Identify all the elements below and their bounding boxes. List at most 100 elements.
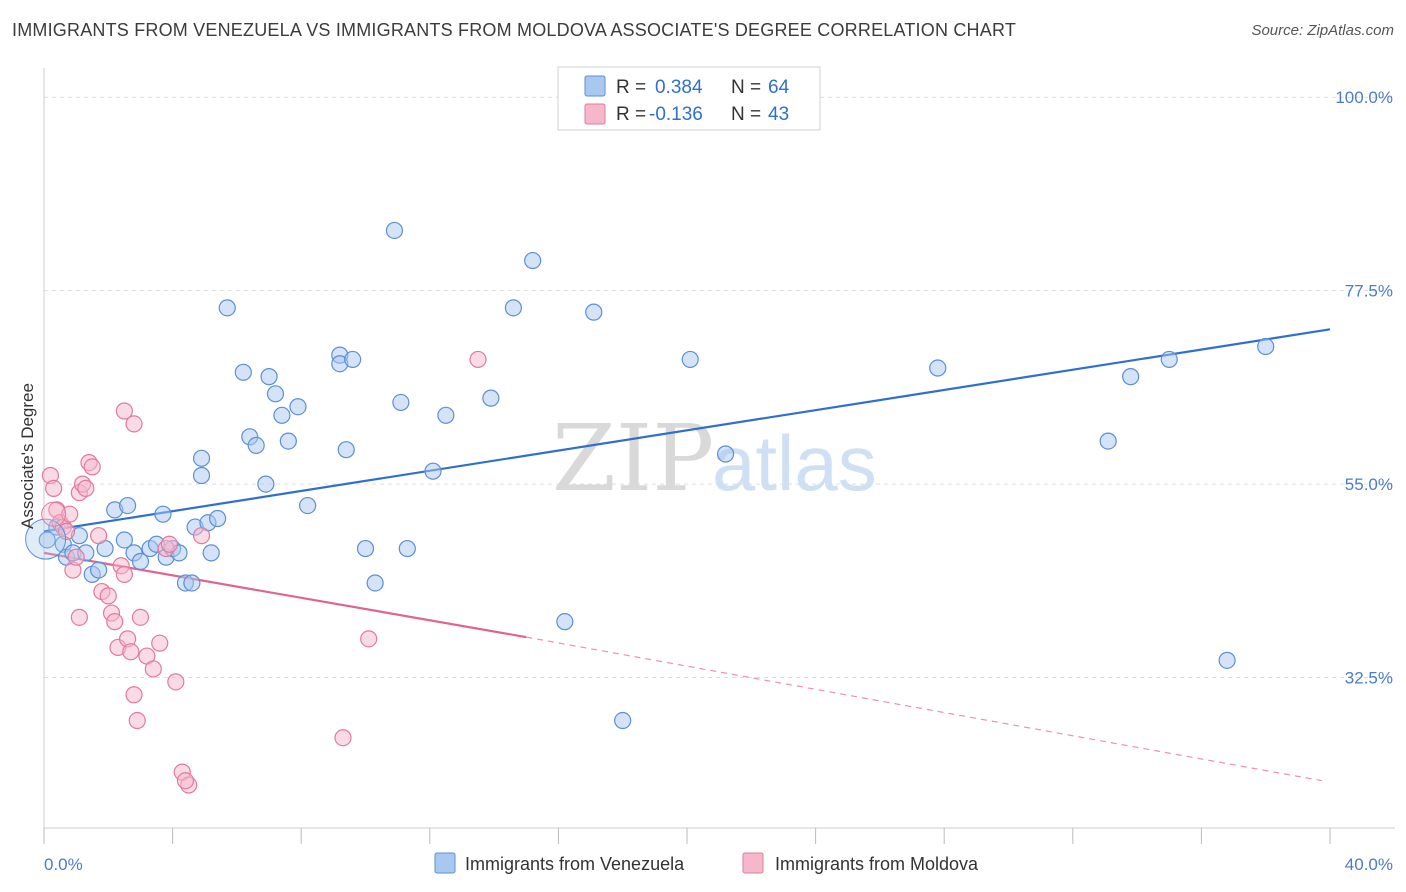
moldova-point: [176, 772, 195, 790]
venezuela-point: [1257, 337, 1275, 356]
legend-r-label-moldova: R =: [616, 104, 646, 125]
moldova-point: [67, 548, 85, 566]
moldova-point: [128, 711, 146, 730]
moldova-point: [151, 634, 169, 652]
moldova-point: [106, 613, 124, 631]
moldova-point: [360, 630, 378, 648]
venezuela-point: [504, 299, 522, 317]
watermark-zip: ZIP: [552, 405, 714, 512]
moldova-point: [334, 729, 352, 747]
venezuela-point: [131, 552, 150, 571]
gridlines: [44, 96, 1395, 679]
moldova-point: [192, 527, 211, 545]
moldova-point: [61, 505, 79, 523]
moldova-point: [99, 587, 117, 605]
chart-title: IMMIGRANTS FROM VENEZUELA VS IMMIGRANTS …: [12, 20, 1017, 40]
legend-n-value-moldova: 43: [768, 104, 789, 125]
venezuela-point: [356, 539, 375, 558]
venezuela-point: [202, 544, 220, 562]
legend-r-value-venezuela: 0.384: [655, 77, 703, 98]
moldova-point: [131, 608, 150, 626]
moldova-point: [83, 458, 101, 476]
venezuela-point: [1218, 651, 1236, 669]
venezuela-point: [398, 539, 416, 558]
bottom-legend-swatch-moldova: [742, 852, 764, 874]
venezuela-point: [1160, 350, 1178, 369]
trend-lines: [43, 328, 1331, 782]
x-tick-labels: 0.0% 40.0%: [44, 855, 1393, 874]
moldova-point: [144, 660, 162, 678]
venezuela-point: [183, 574, 201, 592]
venezuela-point: [716, 445, 735, 463]
y-tick-label: 55.0%: [1345, 475, 1393, 494]
venezuela-point: [366, 574, 384, 592]
moldova-point: [45, 479, 63, 497]
venezuela-point: [234, 363, 252, 381]
moldova-point: [125, 686, 143, 704]
venezuela-point: [192, 449, 211, 467]
data-points: [25, 221, 1275, 794]
x-tick-label: 40.0%: [1345, 855, 1393, 874]
moldova-point: [469, 350, 487, 369]
legend-n-label-moldova: N =: [731, 104, 761, 125]
venezuela-cluster-point: [25, 518, 67, 560]
venezuela-point: [289, 398, 307, 416]
legend-r-value-moldova: -0.136: [649, 104, 703, 125]
stats-legend: R = 0.384 N = 64 R = -0.136 N = 43: [557, 66, 821, 131]
legend-swatch-moldova: [584, 103, 606, 125]
y-axis-title: Associate's Degree: [18, 383, 37, 529]
moldova-point: [90, 527, 108, 545]
legend-n-value-venezuela: 64: [768, 77, 790, 98]
legend-n-label-venezuela: N =: [731, 77, 761, 98]
axes: [43, 68, 1395, 844]
venezuela-point: [247, 436, 265, 455]
venezuela-point: [154, 505, 172, 523]
venezuela-point: [392, 393, 410, 412]
venezuela-point: [437, 406, 455, 424]
venezuela-point: [585, 303, 603, 321]
y-tick-label: 32.5%: [1345, 669, 1393, 688]
venezuela-point: [929, 359, 947, 377]
venezuela-point: [279, 432, 297, 450]
legend-r-label-venezuela: R =: [616, 77, 646, 98]
y-tick-labels: 32.5% 55.0% 77.5% 100.0%: [1335, 88, 1393, 687]
venezuela-point: [681, 350, 699, 369]
venezuela-point: [218, 299, 236, 317]
venezuela-point: [266, 385, 285, 403]
moldova-trend-extension: [526, 636, 1323, 782]
moldova-point: [115, 402, 133, 420]
venezuela-point: [90, 561, 108, 579]
moldova-point: [167, 673, 185, 691]
venezuela-point: [614, 711, 632, 730]
series-legend: Immigrants from Venezuela Immigrants fro…: [434, 852, 979, 874]
venezuela-point: [1122, 368, 1140, 386]
venezuela-point: [1099, 432, 1117, 450]
source-credit: Source: ZipAtlas.com: [1251, 22, 1394, 39]
venezuela-point: [556, 613, 574, 631]
moldova-point: [77, 479, 95, 497]
watermark: ZIP atlas: [552, 405, 877, 512]
venezuela-point: [118, 496, 137, 515]
moldova-point: [160, 535, 178, 553]
watermark-atlas: atlas: [712, 419, 877, 507]
venezuela-point: [260, 368, 278, 386]
venezuela-point: [385, 221, 404, 240]
bottom-legend-label-venezuela: Immigrants from Venezuela: [465, 854, 685, 874]
venezuela-point: [38, 531, 56, 549]
venezuela-point: [482, 389, 500, 407]
moldova-point: [125, 415, 143, 433]
venezuela-point: [299, 496, 317, 515]
y-tick-label: 100.0%: [1335, 88, 1393, 107]
legend-swatch-venezuela: [584, 75, 606, 97]
venezuela-point: [424, 462, 442, 480]
venezuela-point: [115, 531, 133, 549]
moldova-point: [122, 643, 140, 661]
moldova-point: [57, 522, 76, 540]
x-tick-label: 0.0%: [44, 855, 83, 874]
venezuela-point: [337, 441, 355, 459]
moldova-point: [115, 565, 133, 583]
y-tick-label: 77.5%: [1345, 282, 1393, 301]
venezuela-point: [209, 509, 227, 528]
venezuela-point: [273, 406, 291, 424]
